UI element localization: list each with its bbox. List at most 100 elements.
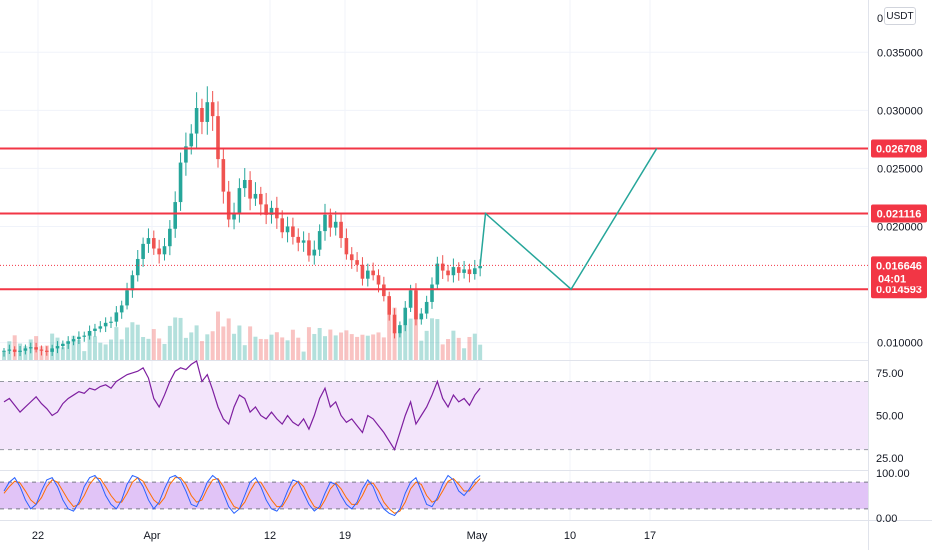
price-tick-label: 0.010000 <box>877 338 923 350</box>
candle-body <box>205 102 210 122</box>
volume-bar <box>109 339 113 360</box>
price-axis[interactable]: 0.035000 0.030000 0.025000 0.020000 0.010000… <box>877 13 923 350</box>
volume-bar <box>151 329 156 360</box>
volume-bar <box>355 336 360 360</box>
candle-body <box>473 268 477 275</box>
candle-body <box>141 243 145 259</box>
candle-body <box>269 207 274 215</box>
candle-body <box>135 258 140 276</box>
candle-body <box>248 180 252 199</box>
volume-bar <box>344 330 349 360</box>
last-price-tag <box>871 256 927 287</box>
volume-bar <box>87 335 92 360</box>
projection-line <box>479 148 658 291</box>
candle-body <box>371 270 375 276</box>
volume-bar <box>285 340 290 360</box>
volume-bar <box>258 338 263 360</box>
volume-bar <box>280 337 285 360</box>
rsi-band <box>0 381 868 450</box>
currency-selector[interactable]: USDT <box>884 7 916 25</box>
volume-bar <box>306 327 311 360</box>
volume-bar <box>446 339 451 360</box>
candle-body <box>125 290 129 306</box>
candle-body <box>146 238 151 244</box>
candle-body <box>259 193 263 205</box>
candle-body <box>264 204 268 215</box>
level-tag-resistance-1 <box>871 139 927 158</box>
volume-bar <box>339 332 344 360</box>
candle-body <box>157 248 161 255</box>
candle-body <box>178 162 183 203</box>
candle-body <box>398 325 402 334</box>
candle-body <box>50 348 54 352</box>
volume-bar <box>232 333 237 360</box>
volume-bar <box>82 351 87 360</box>
candle-body <box>45 350 49 352</box>
time-axis[interactable]: 22 Apr 12 19 May 10 17 <box>32 530 656 542</box>
candle-body <box>87 330 92 336</box>
volume-bar <box>264 339 269 360</box>
time-tick-label: 17 <box>644 530 656 542</box>
volume-bar <box>60 347 65 360</box>
candle-body <box>376 275 381 285</box>
candle-body <box>200 108 204 122</box>
volume-bar <box>472 333 477 360</box>
candle-body <box>162 246 167 255</box>
candle-body <box>242 180 247 189</box>
candle-body <box>71 339 76 342</box>
volume-bar <box>237 325 242 360</box>
candle-body <box>2 350 6 352</box>
volume-bar <box>141 337 146 360</box>
candle-body <box>360 264 365 279</box>
volume-bar <box>130 322 135 360</box>
candle-body <box>23 348 28 351</box>
candle-body <box>446 270 450 276</box>
candle-body <box>467 269 472 275</box>
volume-bar <box>66 340 71 360</box>
candle-body <box>194 108 199 134</box>
candle-body <box>280 218 284 233</box>
volume-bar <box>146 338 151 360</box>
candle-body <box>103 322 108 327</box>
candle-body <box>317 231 322 250</box>
candle-body <box>349 254 354 261</box>
candle-body <box>382 284 386 297</box>
candle-body <box>333 221 338 228</box>
volume-bar <box>403 324 408 360</box>
volume-bar <box>194 325 199 360</box>
volume-bar <box>189 332 194 360</box>
candle-body <box>184 146 188 163</box>
stoch-rsi-pane: 100.00 0.00 <box>0 468 910 525</box>
price-tick-label: 0.025000 <box>877 163 923 175</box>
last-price-label: 0.016646 <box>876 260 922 272</box>
volume-bar <box>478 344 483 360</box>
volume-bar <box>413 300 418 360</box>
candle-body <box>424 301 429 314</box>
candle-body <box>344 238 349 255</box>
candle-body <box>451 267 456 276</box>
candlestick-series <box>2 86 482 357</box>
volume-bar <box>125 327 130 360</box>
candle-body <box>18 350 22 352</box>
volume-bar <box>456 337 461 360</box>
candle-body <box>387 296 391 315</box>
candle-body <box>226 191 231 220</box>
projection-path[interactable] <box>479 148 658 291</box>
volume-bar <box>397 333 402 360</box>
candle-body <box>355 260 359 265</box>
level-tag-resistance-2 <box>871 204 927 223</box>
volume-bar <box>312 333 317 360</box>
candle-body <box>119 305 124 313</box>
candle-body <box>366 270 370 279</box>
stoch-band <box>0 482 868 509</box>
volume-bar <box>226 318 231 360</box>
candle-body <box>339 221 343 239</box>
candle-body <box>210 102 215 117</box>
candle-body <box>152 238 156 249</box>
candle-body <box>173 202 177 229</box>
candle-body <box>328 214 333 228</box>
candle-body <box>323 214 327 232</box>
